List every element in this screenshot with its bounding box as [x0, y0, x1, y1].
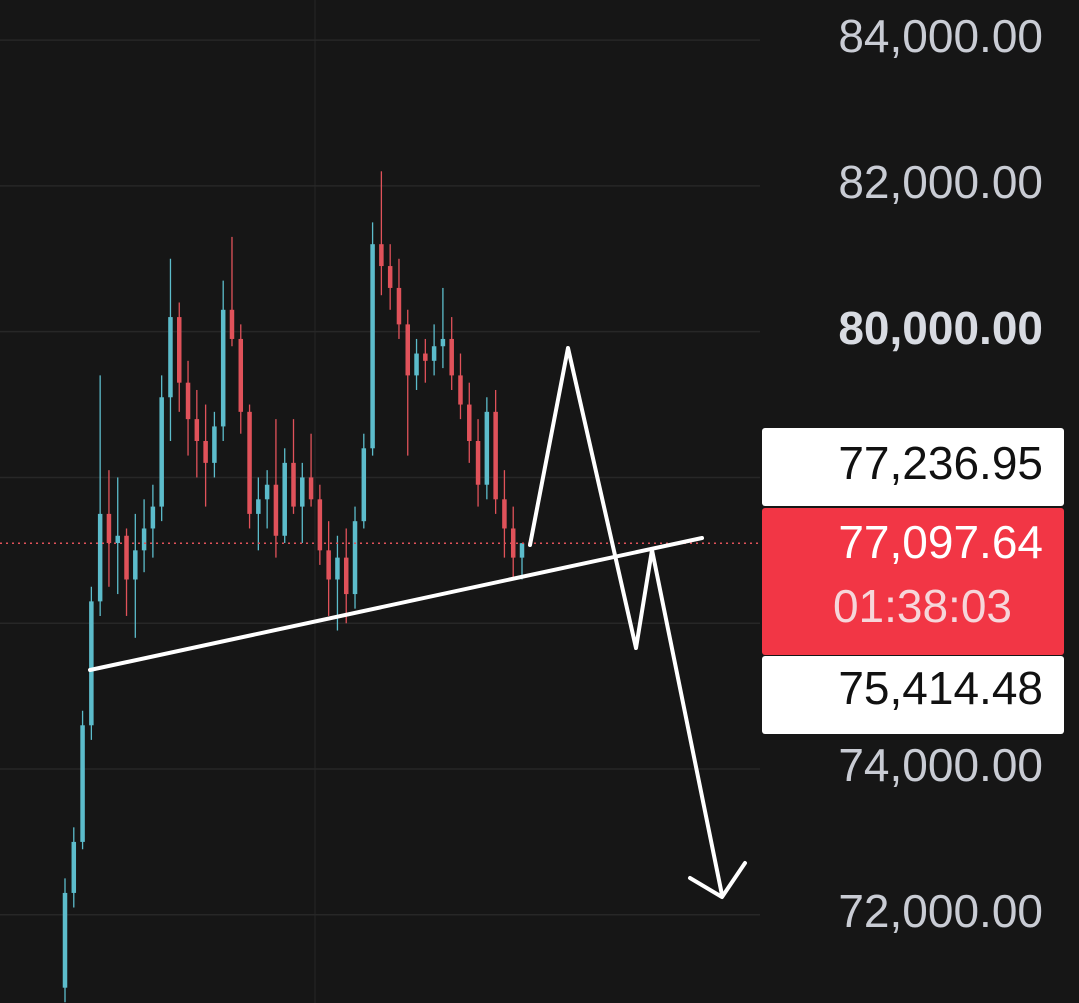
candle-body: [423, 353, 428, 361]
candle-body: [194, 419, 200, 441]
y-tick-label: 80,000.00: [838, 302, 1043, 354]
candle-body: [387, 266, 393, 288]
candle-body: [168, 317, 173, 398]
candle-body: [308, 477, 314, 500]
candle-body: [141, 528, 147, 551]
candle-body: [115, 535, 120, 544]
candle-body: [414, 353, 419, 376]
candle-body: [97, 513, 103, 602]
grid: [0, 39, 760, 916]
candle-body: [379, 244, 384, 267]
trendline: [88, 536, 704, 672]
current-price-label: 77,097.64: [838, 516, 1043, 568]
candle-body: [273, 484, 279, 536]
y-tick-label: 82,000.00: [838, 156, 1043, 208]
candle-body: [335, 557, 340, 580]
candle-body: [106, 513, 112, 544]
candle-body: [124, 535, 129, 580]
y-tick-label: 84,000.00: [838, 10, 1043, 62]
drawing-annotations: [88, 346, 747, 899]
candle-body: [484, 411, 490, 485]
candle-body: [467, 404, 472, 441]
candle-body: [212, 426, 217, 463]
candle-body: [62, 892, 68, 988]
candle-body: [352, 521, 358, 595]
candle-body: [291, 462, 296, 507]
candle-body: [326, 550, 331, 580]
y-tick-label: 72,000.00: [838, 885, 1043, 937]
candle-body: [185, 382, 191, 420]
candle-body: [229, 309, 235, 339]
candle-body: [343, 557, 349, 595]
candle-body: [510, 528, 516, 558]
candle-body: [440, 338, 446, 347]
candle-body: [396, 287, 402, 325]
y-tick-label: 74,000.00: [838, 739, 1043, 791]
candle-body: [89, 601, 94, 726]
candles: [62, 171, 525, 1003]
candle-body: [458, 375, 463, 405]
candle-body: [493, 411, 498, 500]
candle-body: [370, 244, 375, 449]
candle-body: [502, 499, 507, 529]
countdown: 01:38:03: [833, 580, 1012, 632]
candle-body: [203, 440, 208, 463]
candle-body: [71, 841, 77, 893]
candle-body: [449, 338, 454, 376]
price-label-boxes: 77,236.95 77,097.64 01:38:03 75,414.48: [762, 428, 1064, 734]
projection-arrow: [528, 346, 724, 897]
arrow-head: [688, 861, 747, 899]
candle-body: [133, 550, 138, 580]
candle-body: [177, 317, 182, 383]
candle-body: [80, 725, 85, 842]
candle-body: [256, 499, 261, 514]
price-label: 77,236.95: [838, 437, 1043, 489]
candle-body: [519, 543, 525, 558]
candle-body: [238, 338, 244, 412]
candle-body: [220, 309, 226, 427]
current-price-box: [762, 508, 1064, 655]
candle-body: [475, 440, 481, 485]
candle-body: [431, 346, 437, 361]
candle-body: [159, 397, 164, 507]
price-box: [762, 656, 1064, 734]
candle-body: [361, 448, 367, 522]
candle-body: [405, 324, 410, 376]
candle-body: [247, 411, 252, 514]
price-label: 75,414.48: [838, 662, 1043, 714]
candle-body: [150, 506, 156, 529]
candle-body: [300, 477, 305, 507]
candle-body: [317, 499, 323, 551]
price-box: [762, 428, 1064, 506]
candle-body: [282, 462, 287, 536]
candle-body: [264, 484, 270, 500]
